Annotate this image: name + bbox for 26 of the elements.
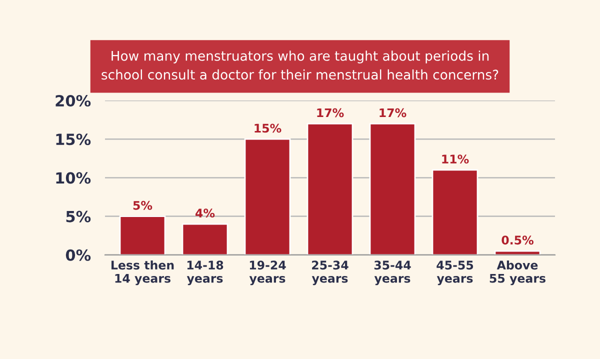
data-label: 17% xyxy=(317,108,344,118)
x-tick-label: 14-18 years xyxy=(186,260,224,286)
data-label: 4% xyxy=(196,208,215,218)
y-tick-label: 15% xyxy=(56,134,91,146)
y-tick-label: 20% xyxy=(56,94,91,107)
bar xyxy=(182,223,228,255)
x-tick-label: 35-44 years xyxy=(374,260,411,286)
x-tick-label: Less then 14 years xyxy=(112,260,174,286)
bar xyxy=(119,216,166,255)
y-tick-label: 10% xyxy=(56,172,91,184)
y-tick-label: 5% xyxy=(66,210,91,222)
data-label: 0.5% xyxy=(502,236,534,245)
chart-title: How many menstruators who are taught about periods in school consult a doctor for their menstrual health concerns? xyxy=(102,50,498,80)
x-tick-label: 19-24 years xyxy=(249,260,286,286)
x-tick-label: 25-34 years xyxy=(312,260,348,286)
bar xyxy=(244,138,291,255)
y-tick-label: 0% xyxy=(66,249,91,261)
x-tick-label: Above 55 years xyxy=(490,260,546,286)
bar xyxy=(306,122,354,255)
data-label: 5% xyxy=(133,200,152,210)
data-label: 17% xyxy=(380,108,406,118)
bar xyxy=(369,122,416,255)
x-tick-label: 45-55 years xyxy=(436,260,474,286)
data-label: 15% xyxy=(254,124,282,133)
bar xyxy=(432,169,478,255)
data-label: 11% xyxy=(442,154,469,164)
